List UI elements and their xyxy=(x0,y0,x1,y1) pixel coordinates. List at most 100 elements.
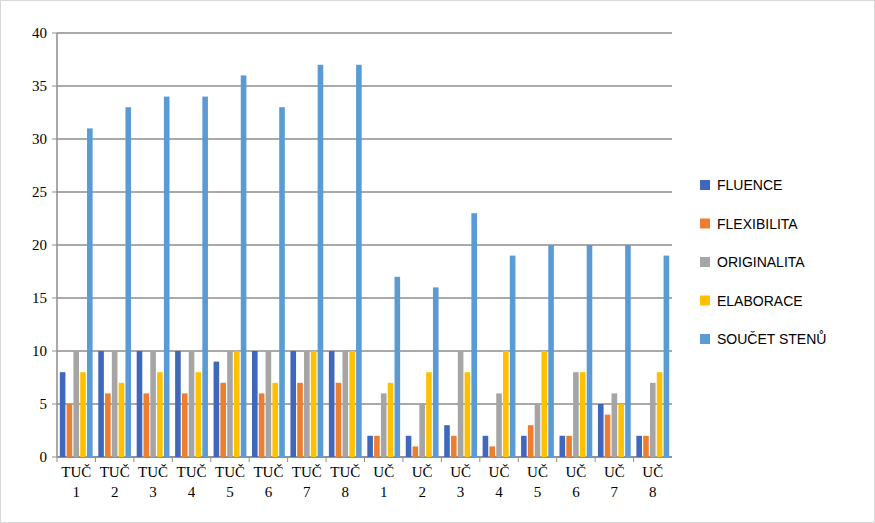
bar xyxy=(112,351,118,457)
x-tick xyxy=(172,457,173,462)
tick-label: 40 xyxy=(32,25,47,41)
bar xyxy=(471,213,477,457)
label-line: 1 xyxy=(72,484,80,500)
bar xyxy=(311,351,317,457)
label-line: 7 xyxy=(611,484,619,500)
category-label: UČ 6 xyxy=(565,464,586,500)
bar xyxy=(105,393,111,457)
label-line: 3 xyxy=(457,484,465,500)
label-line: TUČ xyxy=(100,464,130,480)
category-label: TUČ6 xyxy=(253,464,283,500)
y-axis xyxy=(56,33,58,457)
grid-line xyxy=(57,191,672,193)
label-line: TUČ xyxy=(292,464,322,480)
x-tick xyxy=(595,457,596,462)
bar xyxy=(189,351,195,457)
bar xyxy=(643,436,649,457)
bar xyxy=(510,256,516,457)
x-tick xyxy=(57,457,58,462)
bar xyxy=(618,404,624,457)
bar xyxy=(73,351,79,457)
bar xyxy=(318,65,324,457)
bar xyxy=(535,404,541,457)
bar xyxy=(119,383,125,457)
bar xyxy=(458,351,464,457)
label-line: TUČ xyxy=(215,464,245,480)
bar xyxy=(580,372,586,457)
x-tick xyxy=(287,457,288,462)
label-line: TUČ xyxy=(61,464,91,480)
bar xyxy=(541,351,547,457)
legend-swatch xyxy=(700,334,710,344)
category-label: UČ2 xyxy=(412,464,433,500)
bar xyxy=(381,393,387,457)
label-line: UČ xyxy=(604,464,625,480)
x-tick xyxy=(326,457,327,462)
legend-swatch xyxy=(700,180,710,190)
bar xyxy=(426,372,432,457)
x-tick xyxy=(479,457,480,462)
bar xyxy=(483,436,489,457)
category-label: UČ 7 xyxy=(604,464,625,500)
bar xyxy=(182,393,188,457)
legend-label: FLUENCE xyxy=(717,177,782,193)
legend-label: SOUČET STENŮ xyxy=(717,330,826,347)
label-line: 4 xyxy=(495,484,503,500)
bar xyxy=(329,351,335,457)
bar xyxy=(266,351,272,457)
label-line: 4 xyxy=(188,484,196,500)
label-line: TUČ xyxy=(138,464,168,480)
bar xyxy=(336,383,342,457)
x-tick xyxy=(402,457,403,462)
bar xyxy=(220,383,226,457)
legend-label: ORIGINALITA xyxy=(717,254,805,270)
bar xyxy=(367,436,373,457)
bar xyxy=(196,372,202,457)
label-line: UČ xyxy=(565,464,586,480)
category-label: TUČ4 xyxy=(177,464,207,500)
category-label: TUČ7 xyxy=(292,464,322,500)
label-line: 5 xyxy=(534,484,542,500)
bar xyxy=(252,351,258,457)
background xyxy=(1,1,875,523)
category-label: UČ 3 xyxy=(450,464,471,500)
label-line: 6 xyxy=(572,484,580,500)
label-line: 8 xyxy=(342,484,350,500)
bar xyxy=(587,245,593,457)
bar xyxy=(419,404,425,457)
label-line: 2 xyxy=(111,484,119,500)
category-label: TUČ 1 xyxy=(61,464,91,500)
bar xyxy=(342,351,348,457)
label-line: UČ xyxy=(527,464,548,480)
bar xyxy=(125,107,131,457)
tick-label: 15 xyxy=(32,290,47,306)
bar xyxy=(496,393,502,457)
bar xyxy=(605,415,611,457)
x-tick xyxy=(249,457,250,462)
x-tick xyxy=(210,457,211,462)
bar xyxy=(349,351,355,457)
bar xyxy=(612,393,618,457)
bar xyxy=(98,351,104,457)
x-tick xyxy=(633,457,634,462)
bar xyxy=(304,351,310,457)
label-line: 8 xyxy=(649,484,657,500)
label-line: 1 xyxy=(380,484,388,500)
legend-swatch xyxy=(700,219,710,229)
bar xyxy=(214,362,220,457)
bar xyxy=(234,351,240,457)
bar xyxy=(465,372,471,457)
x-tick xyxy=(364,457,365,462)
label-line: UČ xyxy=(450,464,471,480)
category-label: UČ 5 xyxy=(527,464,548,500)
grid-line xyxy=(57,350,672,352)
label-line: 3 xyxy=(149,484,157,500)
category-label: TUČ8 xyxy=(330,464,360,500)
x-tick xyxy=(441,457,442,462)
bar xyxy=(560,436,566,457)
bar xyxy=(157,372,163,457)
category-label: TUČ 2 xyxy=(100,464,130,500)
bar xyxy=(290,351,296,457)
x-tick xyxy=(518,457,519,462)
bars xyxy=(60,65,669,457)
